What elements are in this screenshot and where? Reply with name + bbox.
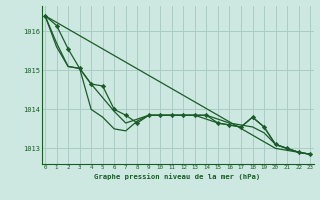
X-axis label: Graphe pression niveau de la mer (hPa): Graphe pression niveau de la mer (hPa) [94,173,261,180]
